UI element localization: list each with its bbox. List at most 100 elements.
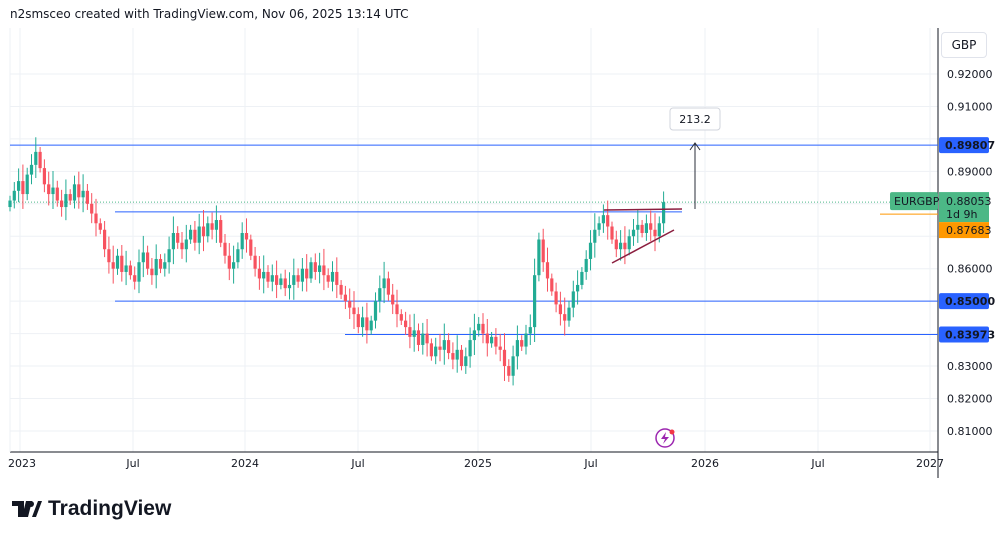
candle [601,204,605,233]
candle [502,333,507,381]
candle-body [51,187,55,195]
symbol-badge [890,192,938,211]
candle [98,218,102,235]
candle-body [399,314,403,321]
level-price-badge [939,137,989,154]
candle [81,174,85,213]
candle [524,324,528,355]
candle-body [498,346,502,350]
candle [541,228,545,272]
candle [434,337,438,365]
candle [537,232,541,282]
candle-body [619,242,623,250]
candle-body [313,262,317,272]
candle [498,333,502,362]
candle [627,229,631,256]
candle-body [150,268,154,276]
candle [619,230,623,261]
candle [197,213,201,255]
candle-body [279,278,283,285]
candle [120,245,124,282]
candle-body [640,224,644,234]
candle [206,216,210,243]
candle [154,244,158,289]
candle-body [68,194,72,201]
candle-body [571,291,575,308]
candle-body [38,151,42,169]
candle [51,171,55,209]
candle-body [554,291,558,305]
candle-body [593,229,597,243]
candle-body [318,265,322,272]
candle [399,309,403,326]
candle-body [653,229,657,237]
candle [653,213,657,252]
candle-body [429,343,433,357]
candle [305,254,309,292]
price-tick-label: 0.91000 [947,100,993,113]
candle [644,214,648,241]
candle [550,273,554,296]
candle [313,253,317,280]
candle [12,182,16,209]
candle [34,137,38,179]
candle [545,247,550,292]
lightning-icon[interactable] [655,428,675,448]
candle [25,167,29,201]
candle-body [244,233,249,240]
candle-body [588,242,593,259]
candle [528,314,532,345]
candle-body [236,249,240,263]
candle-body [206,223,210,237]
candle-body [283,278,287,289]
candle-body [287,284,292,289]
candle-body [356,314,360,328]
candle [103,220,107,258]
candle-body [464,356,468,367]
candle-body [219,220,223,243]
candle-body [606,215,610,227]
candle [614,230,618,258]
candle-body [137,262,141,282]
candle [425,318,429,357]
candle [326,268,330,288]
candle [283,269,287,297]
candle [464,347,468,374]
candle [468,327,472,368]
candle-body [576,284,580,292]
prev-close-label: 0.87683 [946,224,992,237]
candle-body [253,255,257,269]
candle [8,195,12,212]
candle-body [412,330,416,337]
candle [580,267,584,290]
candle [365,302,369,344]
candle-body [528,327,532,334]
attribution: n2smsceo created with TradingView.com, N… [10,7,409,21]
candle-body [42,168,46,185]
candle [287,272,292,300]
candle-body [210,223,214,230]
candle [335,257,339,299]
currency-button[interactable]: GBP [941,32,987,58]
candle [623,226,627,265]
candle-body [322,265,326,276]
candle-body [232,262,236,269]
time-tick-label: 2024 [231,457,259,470]
candle [64,179,68,221]
candle [257,256,261,290]
candle [158,254,163,274]
candle [309,257,313,283]
candle [447,333,451,360]
candle [318,252,322,284]
price-tick-label: 0.89000 [947,165,993,178]
candle-body [34,151,38,165]
candle-body [408,327,412,337]
candle-body [133,275,137,282]
candle-body [524,333,528,347]
candle [253,246,257,277]
candle-body [184,239,188,250]
candle [111,245,115,284]
candle-body [163,262,167,269]
candle [490,331,494,348]
